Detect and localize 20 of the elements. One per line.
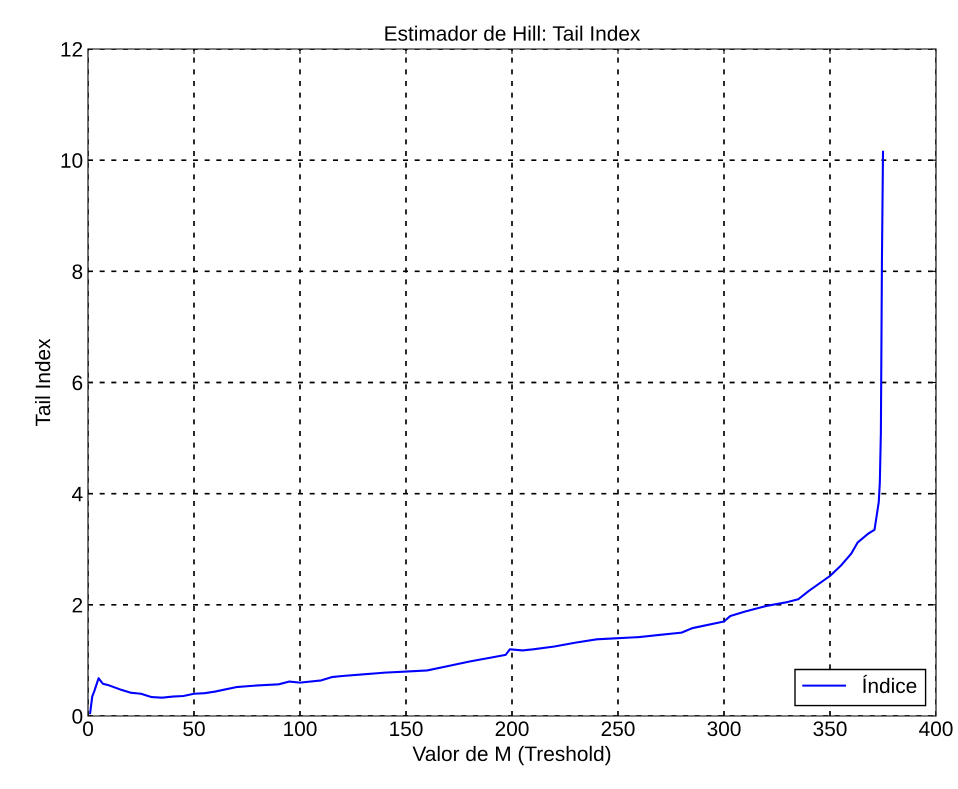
x-tick-label: 50 [183, 721, 205, 736]
x-tick-label: 300 [707, 721, 741, 736]
x-tick-label: 100 [284, 721, 317, 736]
x-axis-title: Valor de M (Treshold) [412, 746, 610, 766]
y-tick-label: 10 [62, 153, 82, 168]
x-tick-label: 0 [83, 721, 93, 736]
legend-label: Índice [863, 674, 916, 694]
y-tick-label: 4 [72, 486, 83, 502]
y-tick-label: 12 [62, 42, 82, 57]
y-tick-label: 6 [72, 376, 82, 390]
y-tick-label: 2 [72, 598, 82, 612]
x-tick-label: 250 [602, 721, 635, 736]
x-tick-label: 350 [813, 721, 847, 736]
x-tick-label: 200 [496, 721, 529, 736]
x-tick-label: 150 [390, 721, 423, 736]
x-tick-label: 400 [919, 721, 953, 736]
chart-title: Estimador de Hill: Tail Index [385, 26, 640, 41]
y-tick-label: 8 [72, 264, 82, 280]
y-axis-title: Tail Index [34, 338, 50, 426]
y-tick-label: 0 [72, 709, 82, 724]
